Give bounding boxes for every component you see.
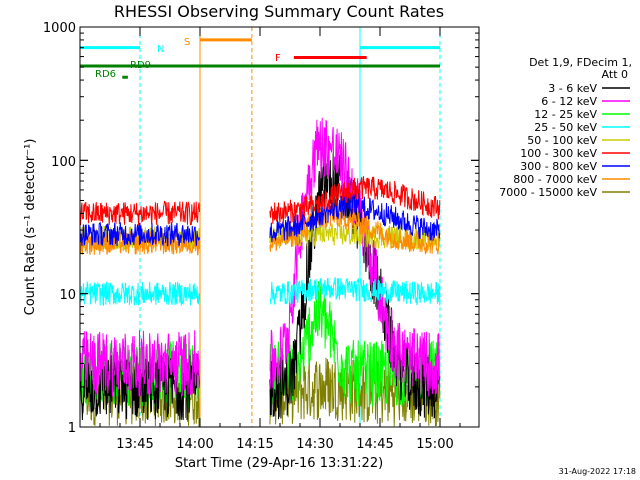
legend: Det 1,9, FDecim 1, Att 0 3 - 6 keV 6 - 1… [499, 56, 632, 199]
night-label: N [157, 44, 164, 55]
series-line-5-seg-1 [269, 176, 441, 224]
legend-label-12-25: 12 - 25 keV [534, 108, 597, 121]
legend-label-300-800: 300 - 800 keV [520, 160, 597, 173]
x-tick-label-1430: 14:30 [296, 437, 333, 452]
legend-label-100-300: 100 - 300 keV [520, 147, 597, 160]
legend-header-line2: Att 0 [602, 68, 628, 81]
x-tick-label-1445: 14:45 [356, 437, 393, 452]
rd9-label: RD9 [130, 60, 151, 71]
series-line-1-seg-0 [79, 330, 200, 397]
x-tick-label-1345: 13:45 [116, 437, 153, 452]
series-line-3-seg-1 [269, 277, 441, 306]
x-tick-label-1415: 14:15 [236, 437, 273, 452]
flare-label: F [275, 53, 281, 64]
y-tick-label-1: 1 [68, 421, 76, 436]
legend-label-800-7000: 800 - 7000 keV [513, 173, 597, 186]
legend-label-3-6: 3 - 6 keV [548, 82, 597, 95]
y-tick-label-100: 100 [51, 155, 76, 170]
series-line-6-seg-0 [79, 221, 200, 247]
y-tick-label-1000: 1000 [43, 21, 76, 36]
chart-title: RHESSI Observing Summary Count Rates [114, 2, 444, 21]
plot-area [79, 27, 441, 428]
legend-label-25-50: 25 - 50 keV [534, 121, 597, 134]
series-line-6-seg-1 [269, 193, 441, 243]
legend-label-50-100: 50 - 100 keV [527, 134, 597, 147]
series-line-3-seg-0 [79, 280, 200, 307]
axis-ticks [79, 26, 479, 428]
y-tick-label-10: 10 [59, 288, 76, 303]
legend-header-line1: Det 1,9, FDecim 1, [529, 56, 632, 69]
x-axis-label: Start Time (29-Apr-16 13:31:22) [175, 456, 383, 471]
saa-label: S [184, 37, 190, 48]
x-tick-label-1500: 15:00 [416, 437, 453, 452]
series-line-5-seg-0 [79, 200, 200, 226]
rd6-label: RD6 [95, 69, 116, 80]
y-axis-label: Count Rate (s⁻¹ detector⁻¹) [23, 139, 38, 316]
legend-label-7000-15000: 7000 - 15000 keV [499, 186, 597, 199]
legend-label-6-12: 6 - 12 keV [541, 95, 597, 108]
generation-timestamp: 31-Aug-2022 17:18 [559, 467, 636, 476]
x-tick-label-1400: 14:00 [176, 437, 213, 452]
